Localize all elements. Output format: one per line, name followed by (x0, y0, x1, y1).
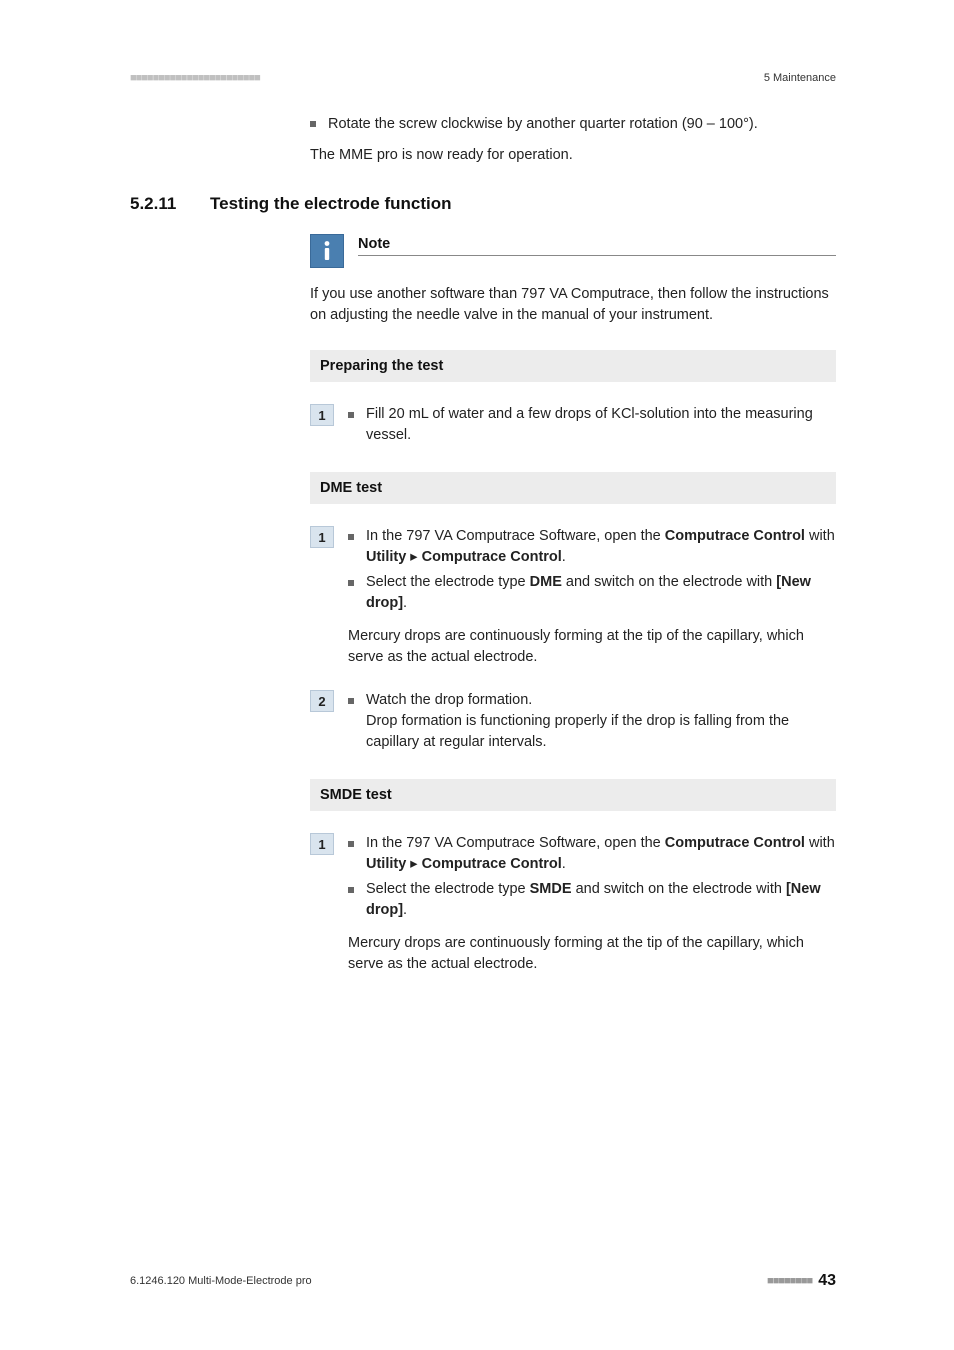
step-number-badge: 1 (310, 404, 334, 426)
dme-step-2: 2 Watch the drop formation. Drop formati… (310, 690, 836, 757)
header-dashes: ■■■■■■■■■■■■■■■■■■■■■■■ (130, 72, 260, 84)
step-body: In the 797 VA Computrace Software, open … (348, 526, 836, 668)
bullet-icon (348, 841, 354, 847)
note-text: If you use another software than 797 VA … (310, 284, 836, 326)
intro-block: Rotate the screw clockwise by another qu… (310, 114, 836, 166)
smde-s1-b1: In the 797 VA Computrace Software, open … (366, 833, 836, 875)
section-number: 5.2.11 (130, 194, 210, 214)
dme-s2-text: Watch the drop formation. Drop formation… (366, 690, 836, 753)
step-number-badge: 1 (310, 833, 334, 855)
smde-step-1: 1 In the 797 VA Computrace Software, ope… (310, 833, 836, 975)
section-title: Testing the electrode function (210, 194, 451, 214)
prep-step-1: 1 Fill 20 mL of water and a few drops of… (310, 404, 836, 450)
bullet-icon (310, 121, 316, 127)
info-icon (310, 234, 344, 268)
dme-s1-b1: In the 797 VA Computrace Software, open … (366, 526, 836, 568)
note-label-wrap: Note (358, 234, 836, 256)
footer-doc-title: 6.1246.120 Multi-Mode-Electrode pro (130, 1275, 312, 1287)
note-label: Note (358, 236, 836, 256)
intro-ready: The MME pro is now ready for operation. (310, 145, 836, 166)
dme-step-1: 1 In the 797 VA Computrace Software, ope… (310, 526, 836, 668)
step-body: Watch the drop formation. Drop formation… (348, 690, 836, 757)
smde-s1-b2: Select the electrode type SMDE and switc… (366, 879, 836, 921)
page: ■■■■■■■■■■■■■■■■■■■■■■■ 5 Maintenance Ro… (0, 0, 954, 1057)
smde-header: SMDE test (310, 779, 836, 811)
dme-header: DME test (310, 472, 836, 504)
bullet-icon (348, 412, 354, 418)
smde-s1-result: Mercury drops are continuously forming a… (348, 933, 836, 975)
prep-header: Preparing the test (310, 350, 836, 382)
dme-s1-result: Mercury drops are continuously forming a… (348, 626, 836, 668)
step-bullet-row: Fill 20 mL of water and a few drops of K… (348, 404, 836, 446)
step-body: In the 797 VA Computrace Software, open … (348, 833, 836, 975)
step-bullet-row: In the 797 VA Computrace Software, open … (348, 526, 836, 568)
dme-s1-b2: Select the electrode type DME and switch… (366, 572, 836, 614)
step-body: Fill 20 mL of water and a few drops of K… (348, 404, 836, 450)
header-chapter: 5 Maintenance (764, 72, 836, 84)
prep-step1-text: Fill 20 mL of water and a few drops of K… (366, 404, 836, 446)
step-bullet-row: Select the electrode type DME and switch… (348, 572, 836, 614)
section-body: Note If you use another software than 79… (310, 234, 836, 975)
section-heading: 5.2.11 Testing the electrode function (130, 194, 836, 214)
intro-bullet-text: Rotate the screw clockwise by another qu… (328, 114, 758, 135)
page-header: ■■■■■■■■■■■■■■■■■■■■■■■ 5 Maintenance (130, 72, 836, 84)
footer-dashes: ■■■■■■■■ (767, 1275, 812, 1287)
step-number-badge: 2 (310, 690, 334, 712)
bullet-icon (348, 887, 354, 893)
step-number-badge: 1 (310, 526, 334, 548)
step-bullet-row: Watch the drop formation. Drop formation… (348, 690, 836, 753)
step-bullet-row: In the 797 VA Computrace Software, open … (348, 833, 836, 875)
bullet-icon (348, 534, 354, 540)
step-bullet-row: Select the electrode type SMDE and switc… (348, 879, 836, 921)
footer-right: ■■■■■■■■ 43 (767, 1272, 836, 1290)
bullet-icon (348, 580, 354, 586)
intro-bullet-row: Rotate the screw clockwise by another qu… (310, 114, 836, 135)
footer-page-number: 43 (818, 1272, 836, 1290)
bullet-icon (348, 698, 354, 704)
page-footer: 6.1246.120 Multi-Mode-Electrode pro ■■■■… (130, 1272, 836, 1290)
note-box: Note (310, 234, 836, 268)
